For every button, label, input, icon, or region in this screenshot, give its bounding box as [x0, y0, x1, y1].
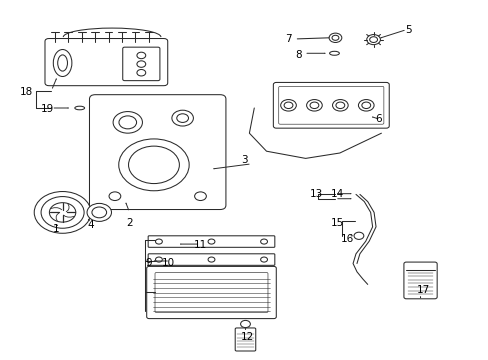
Circle shape [309, 102, 318, 109]
FancyBboxPatch shape [89, 95, 225, 210]
Circle shape [331, 35, 338, 40]
Circle shape [361, 102, 370, 109]
Ellipse shape [329, 51, 339, 55]
Circle shape [369, 37, 377, 42]
Text: 17: 17 [415, 285, 429, 295]
FancyBboxPatch shape [148, 254, 274, 265]
Circle shape [137, 52, 145, 59]
Circle shape [208, 257, 215, 262]
Circle shape [208, 239, 215, 244]
Text: 11: 11 [193, 240, 207, 250]
Circle shape [119, 139, 189, 191]
Circle shape [155, 239, 162, 244]
Circle shape [137, 61, 145, 67]
Text: 16: 16 [340, 234, 353, 244]
FancyBboxPatch shape [235, 328, 255, 351]
Text: 4: 4 [87, 220, 94, 230]
Circle shape [119, 116, 136, 129]
Text: 1: 1 [53, 224, 60, 234]
Circle shape [109, 192, 121, 201]
Text: 3: 3 [241, 155, 247, 165]
Circle shape [113, 112, 142, 133]
Circle shape [155, 257, 162, 262]
Text: 15: 15 [330, 218, 344, 228]
Circle shape [41, 197, 84, 228]
Circle shape [353, 232, 363, 239]
Circle shape [34, 192, 91, 233]
Text: 5: 5 [404, 24, 411, 35]
Circle shape [306, 99, 322, 111]
Ellipse shape [75, 106, 84, 110]
Ellipse shape [53, 49, 72, 77]
Circle shape [335, 102, 344, 109]
FancyBboxPatch shape [148, 236, 274, 247]
Circle shape [128, 146, 179, 184]
Ellipse shape [58, 55, 67, 71]
Text: 18: 18 [20, 87, 34, 97]
Circle shape [87, 203, 111, 221]
Text: 14: 14 [330, 189, 344, 199]
Circle shape [49, 203, 76, 222]
FancyBboxPatch shape [155, 273, 267, 312]
Circle shape [92, 207, 106, 218]
Text: 7: 7 [285, 34, 291, 44]
Circle shape [332, 99, 347, 111]
Text: 10: 10 [162, 258, 175, 268]
FancyBboxPatch shape [273, 82, 388, 128]
Circle shape [177, 114, 188, 122]
Text: 19: 19 [41, 104, 55, 114]
FancyBboxPatch shape [146, 266, 276, 319]
Circle shape [194, 192, 206, 201]
FancyBboxPatch shape [45, 39, 167, 86]
Text: 2: 2 [126, 218, 133, 228]
Text: 12: 12 [240, 332, 253, 342]
Circle shape [328, 33, 341, 42]
Text: 8: 8 [294, 50, 301, 60]
Circle shape [260, 239, 267, 244]
Circle shape [284, 102, 292, 109]
FancyBboxPatch shape [122, 47, 160, 81]
Text: 9: 9 [145, 258, 152, 268]
Text: 6: 6 [375, 114, 382, 124]
Circle shape [240, 320, 250, 328]
Text: 13: 13 [309, 189, 323, 199]
Circle shape [137, 69, 145, 76]
Circle shape [366, 35, 380, 45]
Circle shape [172, 110, 193, 126]
FancyBboxPatch shape [278, 86, 383, 124]
Circle shape [358, 99, 373, 111]
Circle shape [280, 99, 296, 111]
FancyBboxPatch shape [403, 262, 436, 299]
Circle shape [260, 257, 267, 262]
